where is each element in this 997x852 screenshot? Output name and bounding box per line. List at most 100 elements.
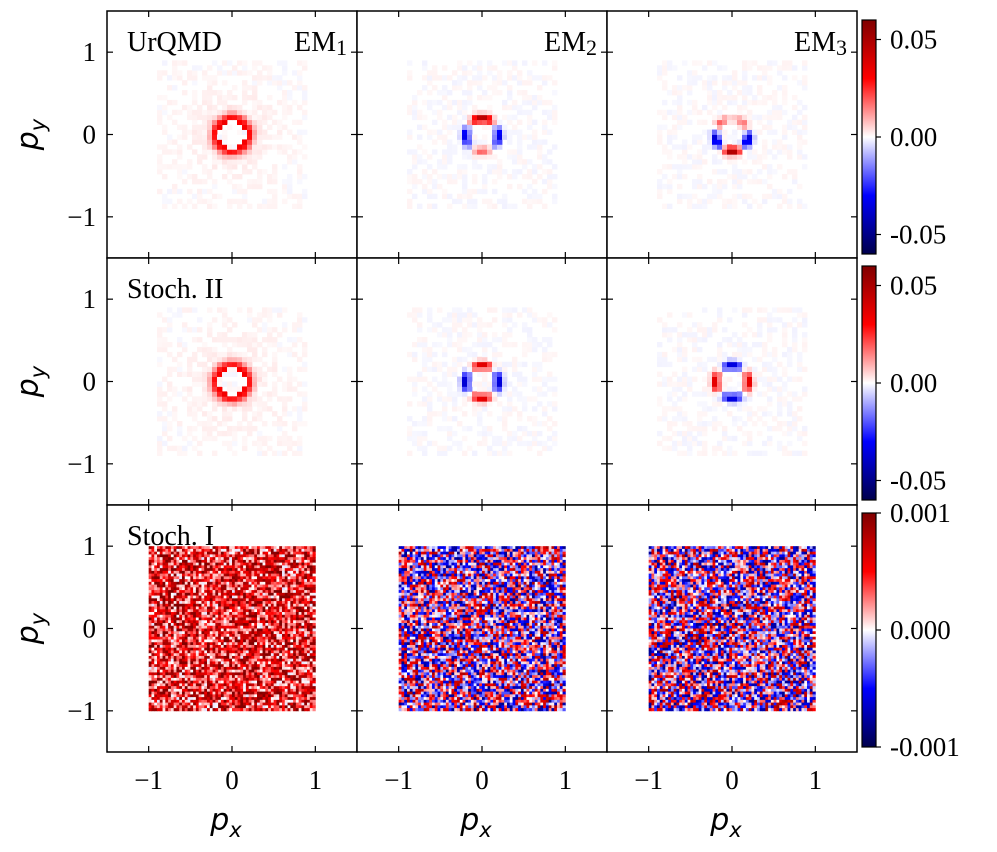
heatmap-cell <box>472 104 478 111</box>
heatmap-cell <box>187 609 191 613</box>
heatmap-cell <box>487 322 493 328</box>
heatmap-cell <box>212 396 218 402</box>
heatmap-cell <box>184 669 188 673</box>
heatmap-cell <box>237 554 241 558</box>
heatmap-cell <box>482 154 488 160</box>
heatmap-cell <box>787 450 793 456</box>
heatmap-cell <box>462 327 468 333</box>
heatmap-cell <box>237 386 243 392</box>
heatmap-cell <box>234 606 238 610</box>
heatmap-cell <box>151 584 155 588</box>
heatmap-cell <box>170 601 175 605</box>
heatmap-cell <box>252 60 258 66</box>
heatmap-cell <box>252 75 258 81</box>
heatmap-cell <box>752 381 758 387</box>
heatmap-cell <box>190 590 194 594</box>
heatmap-cell <box>507 70 513 76</box>
heatmap-cell <box>537 421 543 427</box>
heatmap-cell <box>257 178 263 185</box>
heatmap-cell <box>717 371 723 377</box>
heatmap-cell <box>245 606 250 610</box>
heatmap-cell <box>182 628 186 632</box>
heatmap-cell <box>195 609 200 613</box>
heatmap-cell <box>170 664 175 668</box>
heatmap-cell <box>212 551 216 555</box>
heatmap-cell <box>176 655 180 660</box>
panel-grid <box>106 10 858 753</box>
heatmap-cell <box>497 198 503 205</box>
heatmap-cell <box>232 658 236 662</box>
heatmap-cell <box>187 198 193 205</box>
heatmap-cell <box>154 570 158 575</box>
heatmap-cell <box>732 139 738 145</box>
heatmap-cell <box>159 669 163 673</box>
heatmap-cell <box>542 346 548 353</box>
heatmap-cell <box>692 203 698 209</box>
heatmap-cell <box>302 366 308 373</box>
heatmap-cell <box>240 623 244 627</box>
heatmap-cell <box>179 664 183 668</box>
heatmap-cell <box>787 346 793 353</box>
heatmap-cell <box>282 386 288 392</box>
heatmap-cell <box>242 60 248 66</box>
heatmap-cell <box>234 680 238 684</box>
heatmap-cell <box>222 356 228 363</box>
heatmap-panel-r2-em3 <box>606 257 858 506</box>
heatmap-cell <box>682 371 688 377</box>
heatmap-cell <box>212 391 218 397</box>
heatmap-cell <box>218 581 222 585</box>
heatmap-cell <box>201 702 205 706</box>
heatmap-cell <box>462 435 468 442</box>
heatmap-cell <box>247 129 253 135</box>
heatmap-cell <box>257 341 263 348</box>
heatmap-cell <box>297 169 303 175</box>
heatmap-cell <box>190 675 194 679</box>
heatmap-cell <box>179 568 183 572</box>
heatmap-cell <box>532 346 538 353</box>
heatmap-cell <box>492 188 498 195</box>
heatmap-cell <box>204 686 208 690</box>
heatmap-cell <box>507 90 513 96</box>
heatmap-cell <box>507 381 513 387</box>
heatmap-cell <box>182 450 188 456</box>
heatmap-cell <box>737 391 743 397</box>
heatmap-cell <box>167 351 173 358</box>
heatmap-cell <box>204 620 208 624</box>
heatmap-cell <box>482 430 488 437</box>
heatmap-cell <box>297 322 303 328</box>
heatmap-cell <box>742 124 748 130</box>
heatmap-cell <box>207 75 213 81</box>
heatmap-cell <box>442 411 448 417</box>
heatmap-cell <box>682 381 688 387</box>
heatmap-cell <box>732 203 738 209</box>
heatmap-cell <box>532 396 538 402</box>
heatmap-cell <box>198 606 202 610</box>
heatmap-cell <box>240 625 244 629</box>
heatmap-cell <box>201 565 205 569</box>
heatmap-cell <box>447 144 453 150</box>
heatmap-cell <box>179 661 183 665</box>
heatmap-cell <box>220 680 225 684</box>
heatmap-cell <box>472 109 478 116</box>
heatmap-cell <box>212 351 218 358</box>
heatmap-cell <box>512 366 518 373</box>
heatmap-cell <box>747 386 753 392</box>
heatmap-cell <box>442 381 448 387</box>
heatmap-cell <box>229 705 233 709</box>
heatmap-cell <box>229 628 233 632</box>
heatmap-cell <box>527 174 533 180</box>
heatmap-cell <box>502 341 508 348</box>
heatmap-cell <box>757 307 763 313</box>
heatmap-cell <box>492 391 498 397</box>
heatmap-cell <box>752 129 758 135</box>
heatmap-cell <box>184 633 188 638</box>
heatmap-cell <box>220 675 225 679</box>
heatmap-cell <box>229 601 233 605</box>
heatmap-cell <box>207 612 211 616</box>
heatmap-cell <box>209 623 213 627</box>
heatmap-cell <box>537 376 543 382</box>
heatmap-cell <box>184 617 188 621</box>
heatmap-cell <box>487 361 493 368</box>
heatmap-cell <box>487 381 493 387</box>
heatmap-cell <box>215 559 219 564</box>
